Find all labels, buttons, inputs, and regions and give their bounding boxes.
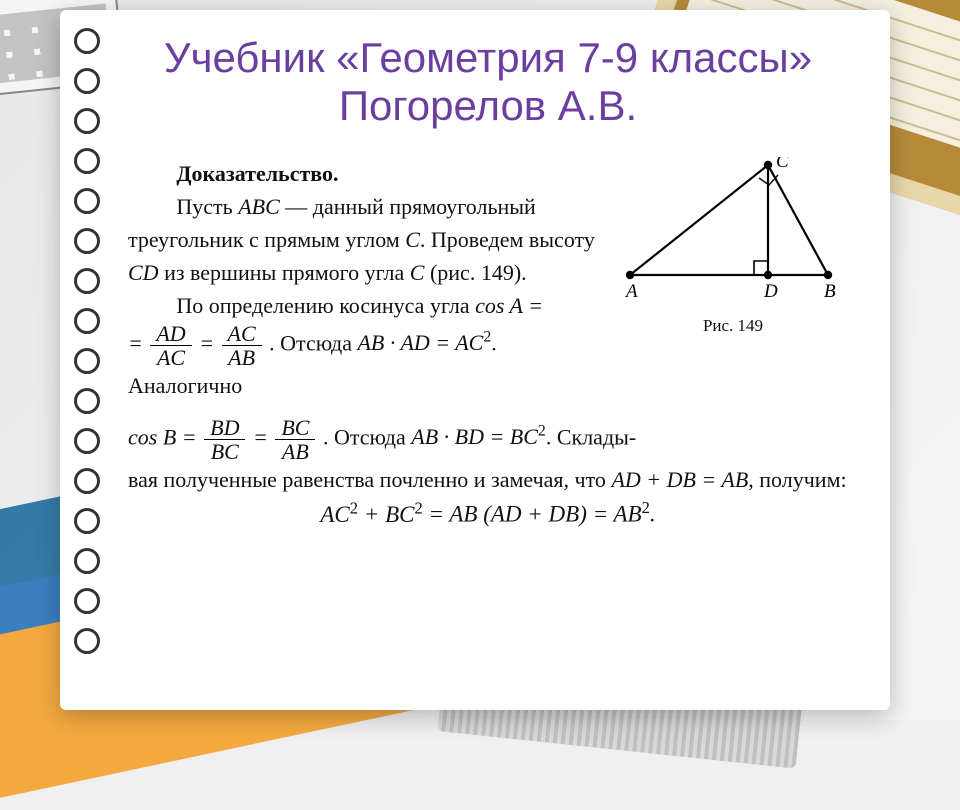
final-equation: AC2 + BC2 = AB (AD + DB) = AB2. bbox=[128, 496, 848, 532]
spiral-binding bbox=[74, 28, 104, 692]
svg-text:A: A bbox=[624, 281, 638, 302]
proof-p4: вая полученные равенства почленно и заме… bbox=[128, 463, 848, 496]
proof-content: ABCD Рис. 149 Доказательство. Пусть ABC … bbox=[128, 157, 848, 533]
notepad-page: Учебник «Геометрия 7-9 классы» Погорелов… bbox=[60, 10, 890, 710]
page-title: Учебник «Геометрия 7-9 классы» Погорелов… bbox=[128, 34, 848, 131]
svg-text:B: B bbox=[824, 281, 836, 302]
triangle-diagram: A B C D bbox=[618, 157, 842, 307]
proof-eq2: cos B = BDBC = BCAB . Отсюда AB · BD = B… bbox=[128, 416, 848, 463]
svg-text:D: D bbox=[763, 281, 778, 302]
proof-heading: Доказательство. bbox=[176, 161, 338, 186]
svg-text:C: C bbox=[776, 157, 789, 172]
figure-149: A B C D Рис. 149 bbox=[618, 157, 848, 339]
figure-caption: Рис. 149 bbox=[618, 313, 848, 339]
